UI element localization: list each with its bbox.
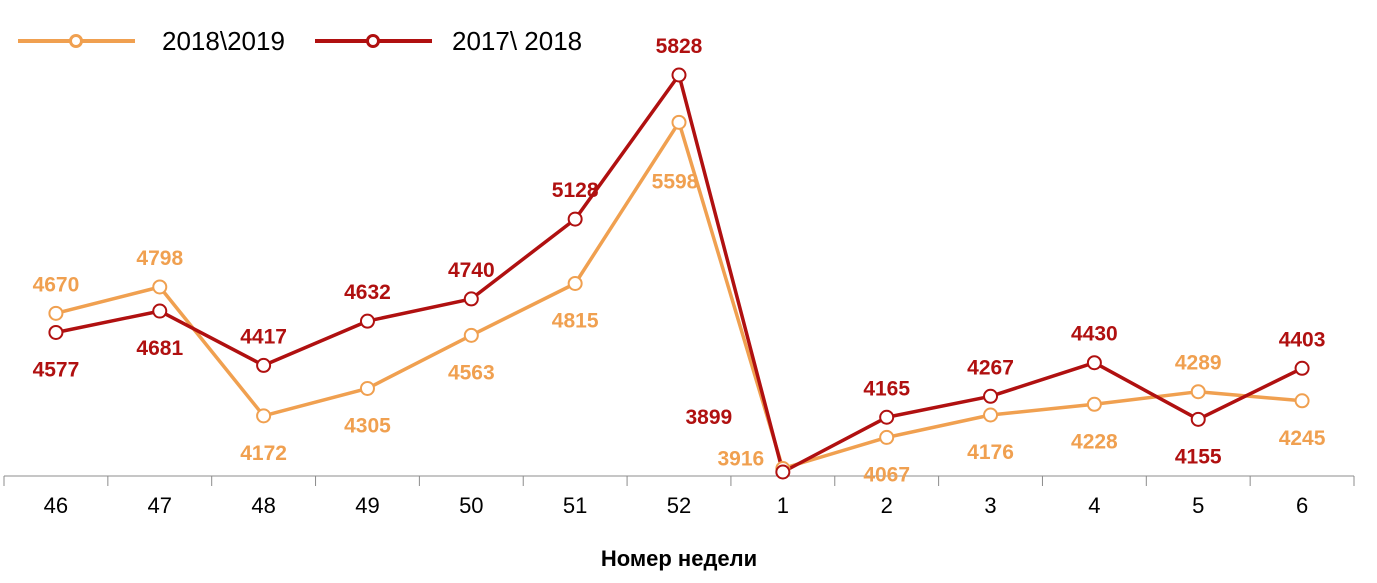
data-point-series-1	[152, 279, 168, 295]
data-label-series-1: 3916	[717, 448, 764, 471]
data-point-series-1	[1294, 393, 1310, 409]
data-label-series-1: 4815	[552, 309, 599, 332]
data-label-series-1: 4305	[344, 414, 391, 437]
data-label-series-2: 4165	[863, 377, 910, 400]
data-label-series-2: 4740	[448, 259, 495, 282]
data-label-series-1: 4176	[967, 441, 1014, 464]
series-layer	[48, 67, 1310, 480]
data-point-series-2	[879, 409, 895, 425]
data-point-series-2	[567, 211, 583, 227]
data-label-series-2: 4417	[240, 325, 287, 348]
data-labels: 4670 4798 4172 4305 4563 4815 5598 3916 4067 4176…	[33, 35, 1326, 486]
data-point-series-2	[1086, 355, 1102, 371]
x-tick-label: 50	[459, 493, 483, 518]
legend-marker-series-1	[69, 34, 83, 48]
data-label-series-1: 4067	[863, 463, 910, 486]
x-tick-label: 47	[148, 493, 172, 518]
data-label-series-1: 4228	[1071, 430, 1118, 453]
data-label-series-2: 3899	[685, 406, 732, 429]
data-label-series-2: 4632	[344, 281, 391, 304]
legend-label-series-2: 2017\ 2018	[452, 26, 582, 56]
x-tick-label: 3	[984, 493, 996, 518]
data-point-series-1	[567, 275, 583, 291]
data-point-series-2	[775, 464, 791, 480]
legend-marker-series-2	[366, 34, 380, 48]
data-label-series-2: 4577	[33, 358, 80, 381]
data-point-series-2	[48, 324, 64, 340]
data-point-series-1	[359, 380, 375, 396]
data-label-series-2: 4155	[1175, 445, 1222, 468]
x-axis: 46 47 48 49 50 51 52 1 2 3 4 5 6	[3, 475, 1355, 518]
data-point-series-1	[879, 429, 895, 445]
data-point-series-1	[256, 408, 272, 424]
data-label-series-1: 5598	[652, 170, 699, 193]
data-label-series-1: 4289	[1175, 352, 1222, 375]
x-tick-label: 6	[1296, 493, 1308, 518]
x-tick-label: 48	[251, 493, 275, 518]
legend-entry-series-2: 2017\ 2018	[315, 26, 582, 56]
data-point-series-2	[671, 67, 687, 83]
data-label-series-1: 4798	[136, 247, 183, 270]
data-label-series-2: 5828	[656, 35, 703, 58]
data-point-series-2	[152, 303, 168, 319]
legend-entry-series-1: 2018\2019	[18, 26, 285, 56]
data-label-series-2: 4681	[136, 337, 183, 360]
data-point-series-2	[1294, 360, 1310, 376]
x-tick-label: 4	[1088, 493, 1100, 518]
x-axis-title: Номер недели	[601, 546, 757, 571]
x-tick-label: 51	[563, 493, 587, 518]
data-point-series-1	[671, 114, 687, 130]
x-tick-label: 46	[44, 493, 68, 518]
data-point-series-1	[1086, 396, 1102, 412]
data-label-series-1: 4670	[33, 273, 80, 296]
data-point-series-2	[1190, 411, 1206, 427]
series-line-2	[55, 73, 1303, 474]
data-point-series-1	[48, 305, 64, 321]
data-point-series-2	[256, 357, 272, 373]
data-point-series-2	[983, 388, 999, 404]
data-label-series-2: 4430	[1071, 323, 1118, 346]
data-point-series-2	[359, 313, 375, 329]
data-label-series-2: 4267	[967, 356, 1014, 379]
data-label-series-1: 4245	[1279, 427, 1326, 450]
legend: 2018\2019 2017\ 2018	[18, 26, 582, 56]
x-tick-label: 2	[881, 493, 893, 518]
legend-label-series-1: 2018\2019	[162, 26, 285, 56]
data-label-series-2: 5128	[552, 179, 599, 202]
data-label-series-1: 4563	[448, 361, 495, 384]
data-label-series-2: 4403	[1279, 328, 1326, 351]
x-tick-label: 49	[355, 493, 379, 518]
data-point-series-2	[463, 291, 479, 307]
x-tick-label: 5	[1192, 493, 1204, 518]
data-point-series-1	[983, 407, 999, 423]
x-tick-label: 1	[777, 493, 789, 518]
data-point-series-1	[463, 327, 479, 343]
x-tick-label: 52	[667, 493, 691, 518]
data-point-series-1	[1190, 384, 1206, 400]
data-label-series-1: 4172	[240, 442, 287, 465]
